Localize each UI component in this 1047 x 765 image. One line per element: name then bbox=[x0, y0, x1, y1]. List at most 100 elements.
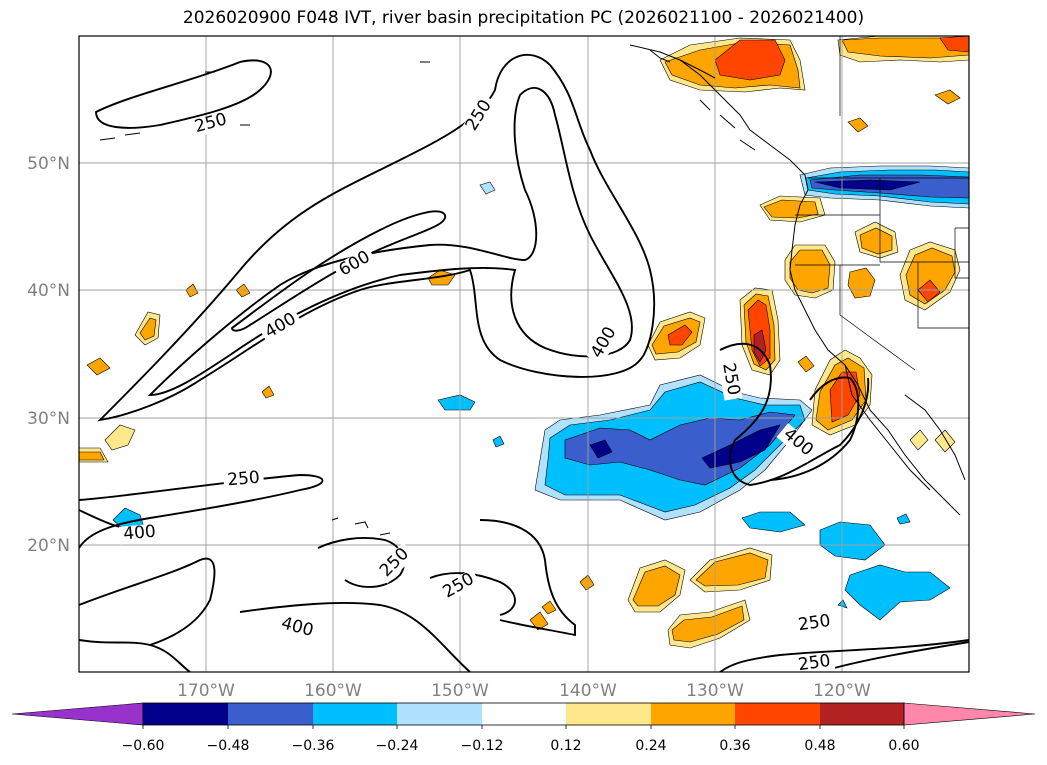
contour-400-south3 bbox=[239, 602, 471, 672]
lat-label: 20°N bbox=[27, 536, 70, 556]
contour-250-hawaii2 bbox=[429, 572, 516, 616]
lon-label: 140°W bbox=[559, 681, 617, 701]
contour-label: 250 bbox=[227, 468, 261, 491]
contour-250-south2 bbox=[79, 639, 191, 672]
pos-anomaly-small9 bbox=[797, 355, 815, 373]
colorbar-tick: −0.24 bbox=[376, 738, 419, 754]
colorbar-segment bbox=[566, 703, 651, 725]
colorbar-tick: 0.24 bbox=[635, 738, 666, 754]
contour-label: 250 bbox=[797, 651, 832, 675]
coastline-baja bbox=[844, 364, 931, 491]
pos-anomaly-ne-strong bbox=[939, 36, 969, 53]
map-frame bbox=[78, 35, 970, 673]
contour-250-mid bbox=[479, 519, 576, 637]
colorbar-tick: −0.60 bbox=[122, 738, 165, 754]
coastline-gulf bbox=[904, 394, 966, 481]
colorbar-segment bbox=[228, 703, 313, 725]
longitude-labels: 170°W 160°W 150°W 140°W 130°W 120°W bbox=[177, 681, 871, 701]
pos-anomaly-small1 bbox=[185, 283, 199, 298]
neg-anomaly-small1 bbox=[437, 394, 476, 411]
neg-anomaly-small4 bbox=[741, 511, 806, 533]
coastline-bc-alaska bbox=[629, 44, 809, 191]
latitude-labels: 50°N 40°N 30°N 20°N bbox=[27, 154, 70, 556]
colorbar-tick: 0.48 bbox=[804, 738, 835, 754]
pos-anomaly-small3 bbox=[261, 385, 275, 399]
lon-label: 170°W bbox=[177, 681, 235, 701]
lon-label: 150°W bbox=[431, 681, 489, 701]
pos-anomaly-small2 bbox=[235, 283, 251, 298]
pos-anomaly-offshore-strong bbox=[667, 324, 693, 346]
coastlines bbox=[99, 44, 966, 536]
contour-250-east bbox=[719, 639, 969, 672]
colorbar-tick: 0.60 bbox=[888, 738, 919, 754]
contour-250-south bbox=[79, 474, 324, 549]
figure-title: 2026020900 F048 IVT, river basin precipi… bbox=[182, 8, 865, 28]
colorbar-segment bbox=[482, 703, 566, 725]
hawaii-islands bbox=[331, 517, 391, 536]
contour-400-main bbox=[147, 87, 633, 396]
pos-anomaly-south2-mid bbox=[695, 552, 769, 587]
colorbar-segment bbox=[735, 703, 820, 725]
ivt-contours bbox=[79, 54, 969, 672]
pos-anomaly-small7 bbox=[541, 600, 557, 615]
map-background bbox=[79, 36, 969, 672]
colorbar-tick: −0.48 bbox=[207, 738, 250, 754]
colorbar-segment bbox=[313, 703, 397, 725]
lon-label: 120°W bbox=[813, 681, 871, 701]
contour-label: 250 bbox=[797, 611, 832, 635]
gridlines bbox=[79, 36, 969, 672]
contour-250-ca bbox=[719, 342, 870, 486]
lat-label: 30°N bbox=[27, 409, 70, 429]
colorbar-tick: −0.36 bbox=[292, 738, 335, 754]
colorbar-tick: −0.12 bbox=[461, 738, 504, 754]
coastline-us-west bbox=[789, 189, 961, 516]
colorbar-segment bbox=[397, 703, 482, 725]
pos-anomaly-ne-mid bbox=[841, 37, 969, 59]
pos-anomaly-id-mid bbox=[859, 227, 893, 255]
neg-anomaly-small5 bbox=[819, 521, 886, 561]
map-content: 250 250 600 400 400 250 400 250 400 250 … bbox=[79, 36, 969, 675]
contour-600 bbox=[231, 210, 446, 332]
colorbar-tick: 0.12 bbox=[550, 738, 581, 754]
pos-anomaly-pnw-mid bbox=[763, 199, 819, 219]
pos-anomaly-small8 bbox=[847, 89, 961, 133]
precip-shading bbox=[79, 36, 969, 649]
pos-anomaly-west2 bbox=[104, 424, 136, 451]
neg-anomaly-small3 bbox=[492, 435, 505, 448]
pos-anomaly-south3-mid bbox=[671, 605, 745, 643]
lat-label: 50°N bbox=[27, 154, 70, 174]
pos-anomaly-west1-mid bbox=[139, 317, 157, 341]
state-borders bbox=[795, 36, 969, 371]
lon-label: 130°W bbox=[686, 681, 744, 701]
contour-250-alaska bbox=[95, 59, 272, 129]
contour-labels: 250 250 600 400 400 250 400 250 400 250 … bbox=[118, 94, 836, 675]
colorbar-extend-high bbox=[903, 702, 1036, 726]
neg-anomaly-small6 bbox=[844, 564, 951, 621]
pos-anomaly-ut-strong bbox=[917, 279, 941, 303]
lat-label: 40°N bbox=[27, 281, 70, 301]
contour-250-main bbox=[97, 54, 656, 422]
neg-anomaly-small8 bbox=[837, 599, 848, 609]
pos-anomaly-small5 bbox=[579, 574, 595, 591]
colorbar-segment bbox=[143, 703, 228, 725]
contour-400-south bbox=[79, 557, 216, 646]
pos-anomaly-west4 bbox=[86, 357, 111, 376]
colorbar-segment bbox=[820, 703, 904, 725]
colorbar-tick: 0.36 bbox=[719, 738, 750, 754]
neg-anomaly-small7 bbox=[896, 513, 911, 525]
neg-anomaly-north-max bbox=[814, 179, 921, 191]
contour-label: 400 bbox=[123, 522, 157, 545]
colorbar: −0.60 −0.48 −0.36 −0.24 −0.12 0.12 0.24 … bbox=[11, 702, 1036, 754]
pos-anomaly-alaska-strong bbox=[714, 39, 786, 81]
colorbar-extend-low bbox=[11, 702, 144, 726]
pos-anomaly-west3-mid bbox=[79, 451, 105, 461]
colorbar-segment bbox=[651, 703, 735, 725]
contour-400-ca bbox=[769, 376, 860, 481]
neg-anomaly-small2 bbox=[479, 181, 496, 195]
coastline-se-alaska bbox=[649, 49, 756, 151]
pos-anomaly-nv bbox=[847, 267, 876, 299]
pos-anomaly-or-mid bbox=[789, 249, 831, 294]
lon-label: 160°W bbox=[304, 681, 362, 701]
pos-anomaly-south1-mid bbox=[632, 565, 681, 607]
